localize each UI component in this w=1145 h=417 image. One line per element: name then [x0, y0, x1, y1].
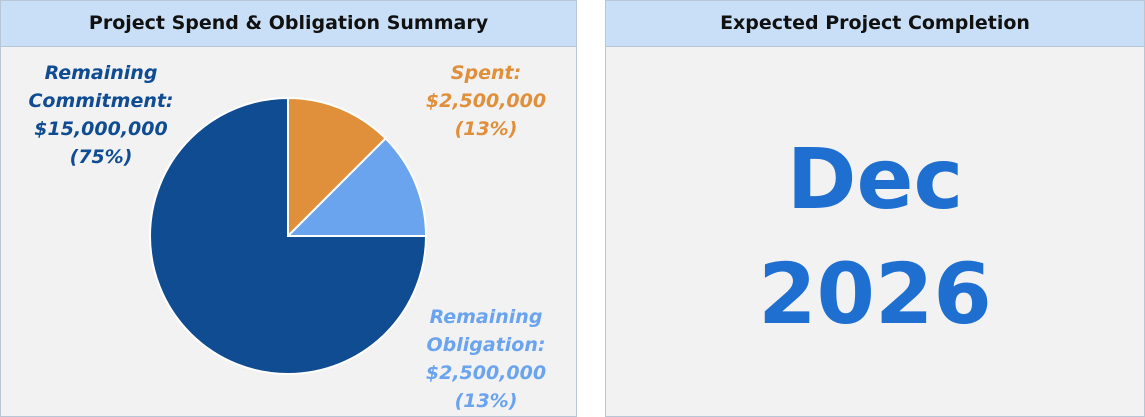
pie-slice [149, 96, 428, 375]
completion-year: 2026 [758, 245, 992, 343]
label-line: (13%) [454, 118, 518, 140]
label-line: $2,500,000 [425, 362, 547, 384]
pie-chart [149, 96, 428, 375]
pie-slice [287, 96, 387, 239]
slice-label: Remaining Obligation: $2,500,000 (13%) [411, 303, 561, 415]
label-line: (13%) [454, 390, 518, 412]
completion-panel: Expected Project Completion Dec 2026 [605, 0, 1145, 417]
completion-month: Dec [786, 130, 964, 228]
label-line: (75%) [69, 146, 133, 168]
slice-label: Remaining Commitment: $15,000,000 (75%) [11, 59, 191, 171]
panel-title: Expected Project Completion [606, 1, 1144, 47]
label-line: Spent: [450, 62, 522, 84]
panel-title: Project Spend & Obligation Summary [1, 1, 576, 47]
label-line: Remaining Obligation: [426, 306, 546, 356]
pie-panel: Project Spend & Obligation Summary Spent… [0, 0, 577, 417]
pie-slice [285, 137, 428, 237]
label-line: Remaining Commitment: [28, 62, 174, 112]
label-line: $2,500,000 [425, 90, 547, 112]
label-line: $15,000,000 [34, 118, 168, 140]
slice-label: Spent: $2,500,000 (13%) [411, 59, 561, 143]
